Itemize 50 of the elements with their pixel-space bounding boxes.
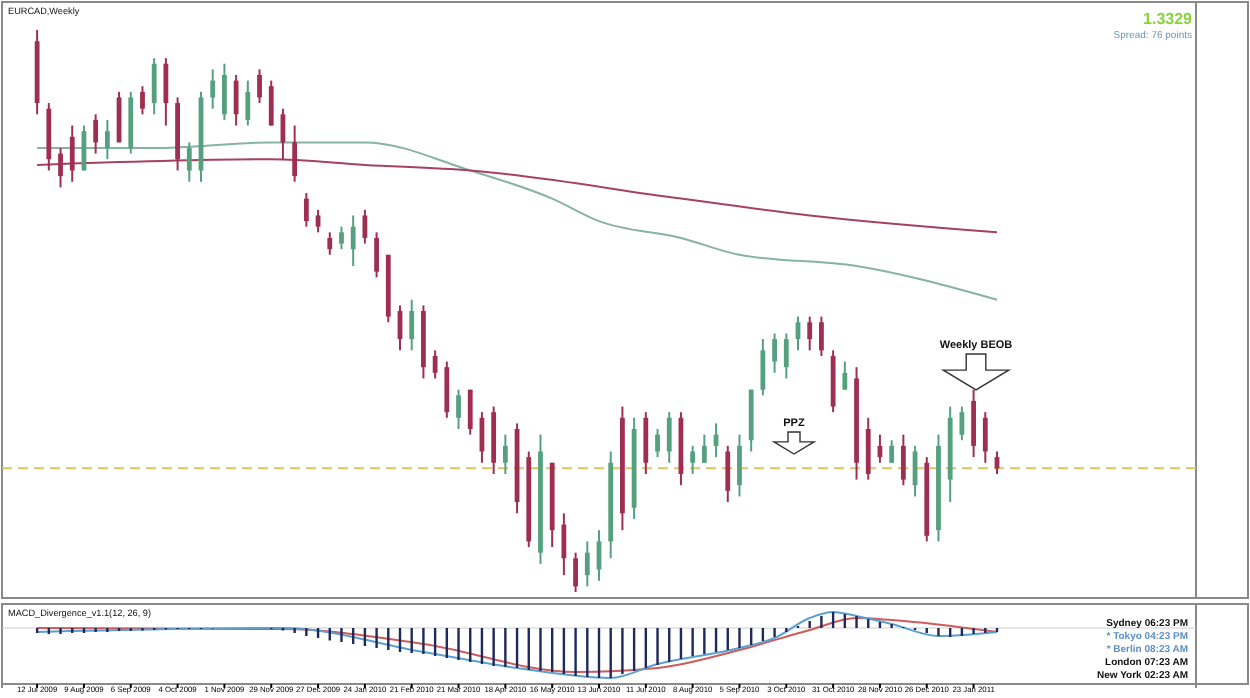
candlestick (561, 512, 567, 577)
candlestick (104, 118, 110, 161)
candlestick (655, 428, 660, 459)
candlestick (163, 57, 169, 127)
candlestick (327, 231, 333, 256)
candlestick (292, 124, 298, 183)
candlestick (58, 147, 63, 189)
candlestick (783, 332, 789, 380)
candlestick (971, 388, 976, 459)
candlestick (151, 57, 157, 116)
candlestick (257, 68, 262, 105)
text: 1.3329 (1143, 10, 1194, 28)
candlestick (268, 79, 274, 127)
candlestick (502, 433, 508, 475)
candlestick (573, 551, 578, 593)
candlestick (760, 338, 766, 397)
candlestick (666, 411, 672, 464)
candlestick (444, 360, 450, 419)
candlestick (807, 315, 813, 352)
candlestick (467, 388, 473, 436)
candlestick (772, 332, 777, 374)
candlestick (456, 388, 461, 431)
candlestick (432, 349, 438, 380)
candlestick (690, 444, 696, 475)
candlestick (233, 73, 239, 127)
candlestick (409, 298, 415, 352)
candlestick (701, 433, 707, 464)
candlestick (140, 85, 145, 116)
candlestick (889, 439, 895, 464)
candlestick (69, 124, 75, 183)
candlestick (245, 79, 251, 127)
candlestick (982, 411, 988, 464)
candlestick (643, 411, 649, 475)
candlestick (374, 231, 379, 279)
candlestick (210, 68, 216, 110)
candlestick (222, 62, 227, 121)
candlestick (737, 433, 742, 498)
candlestick (186, 141, 192, 183)
candlestick (303, 191, 309, 228)
candlestick (959, 405, 965, 442)
candlestick (362, 208, 368, 245)
candlestick (819, 315, 824, 357)
candlestick (842, 360, 848, 391)
candlestick (900, 433, 906, 487)
candlestick (93, 113, 99, 155)
candlestick (339, 225, 344, 251)
candlestick (725, 444, 731, 504)
candlestick (865, 416, 871, 481)
candlestick (584, 540, 590, 588)
candlestick (350, 214, 356, 268)
